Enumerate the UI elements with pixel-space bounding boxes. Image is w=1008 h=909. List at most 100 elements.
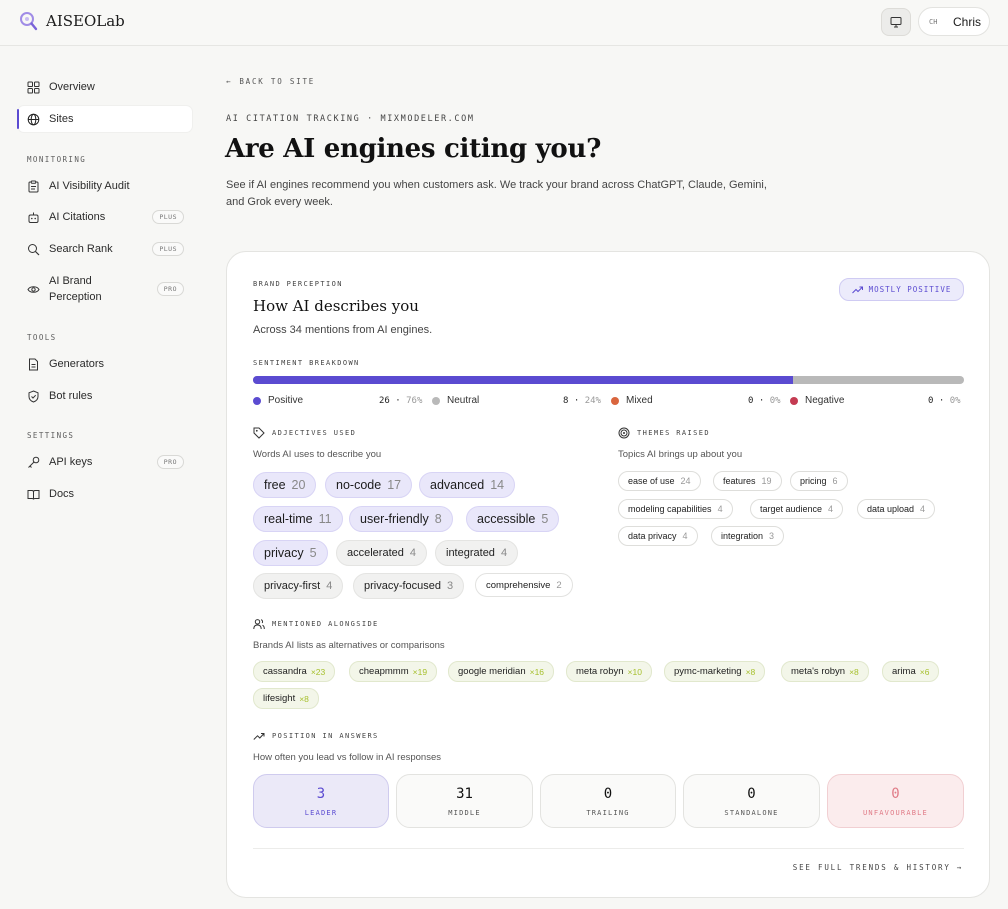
sentiment-heading: SENTIMENT BREAKDOWN	[253, 359, 360, 367]
monitor-icon	[890, 17, 902, 28]
sidebar-item-label: AI Brand Perception	[49, 275, 102, 303]
card-title: How AI describes you	[253, 297, 419, 315]
back-to-site-link[interactable]: ← BACK TO SITE	[226, 77, 315, 86]
clipboard-icon	[27, 180, 40, 193]
app-name: AISEOLab	[46, 12, 125, 30]
theme-chip: integration 3	[711, 526, 785, 546]
sidebar-item-ai-brand-perception[interactable]: AI Brand Perception PRO	[18, 271, 192, 307]
adjective-chip: accessible 5	[466, 506, 560, 532]
legend-dot	[790, 396, 798, 405]
legend-negative: Negative 0 · 0%	[790, 395, 964, 406]
legend-label: Neutral	[447, 395, 480, 406]
brand-chip: google meridian ×16	[448, 661, 555, 682]
user-name: Chris	[953, 14, 982, 29]
position-subtitle: How often you lead vs follow in AI respo…	[253, 752, 441, 763]
page-eyebrow: AI CITATION TRACKING · MIXMODELER.COM	[226, 114, 475, 124]
legend-neutral: Neutral 8 · 24%	[432, 395, 602, 406]
theme-chip: modeling capabilities 4	[618, 499, 733, 519]
sidebar-item-sites[interactable]: Sites	[17, 106, 192, 132]
theme-chip: ease of use 24	[618, 471, 701, 491]
position-unfavourable: 0 UNFAVOURABLE	[827, 774, 964, 828]
sidebar-item-ai-citations[interactable]: AI Citations PLUS	[18, 204, 192, 230]
position-trailing: 0 TRAILING	[540, 774, 676, 828]
brand-chip: lifesight ×8	[253, 688, 319, 709]
position-standalone: 0 STANDALONE	[683, 774, 820, 828]
adjective-chip: advanced 14	[419, 472, 516, 498]
see-trends-link[interactable]: SEE FULL TRENDS & HISTORY →	[793, 863, 963, 872]
tag-icon	[253, 427, 265, 439]
section-monitoring: MONITORING	[27, 155, 87, 164]
position-value: 3	[316, 785, 326, 802]
adjective-chip: privacy-focused 3	[353, 573, 465, 599]
position-heading: POSITION IN ANSWERS	[253, 730, 379, 742]
position-value: 0	[603, 785, 613, 802]
plan-badge: PLUS	[152, 210, 184, 224]
adjective-chip: privacy 5	[253, 540, 328, 566]
display-mode-button[interactable]	[881, 8, 911, 36]
globe-icon	[27, 113, 40, 126]
sidebar-item-label: Bot rules	[49, 390, 93, 402]
logo-icon	[20, 12, 38, 31]
app-logo[interactable]: AISEOLab	[18, 10, 125, 32]
alongside-subtitle: Brands AI lists as alternatives or compa…	[253, 640, 445, 651]
card-eyebrow: BRAND PERCEPTION	[253, 280, 343, 288]
adjective-chip: privacy-first 4	[253, 573, 344, 599]
brand-chip: cassandra ×23	[253, 661, 336, 682]
brand-chip: cheapmmm ×19	[349, 661, 438, 682]
sidebar-item-search-rank[interactable]: Search Rank PLUS	[18, 236, 192, 262]
position-value: 0	[891, 785, 900, 802]
sidebar-item-label: Generators	[49, 358, 105, 370]
position-value: 31	[456, 785, 473, 802]
page-title: Are AI engines citing you?	[225, 134, 602, 164]
target-icon	[618, 427, 630, 439]
sidebar-item-bot-rules[interactable]: Bot rules	[18, 383, 192, 409]
position-value: 0	[747, 785, 756, 802]
arrow-right-icon: →	[956, 863, 963, 872]
plan-badge: PRO	[156, 282, 184, 296]
themes-subtitle: Topics AI brings up about you	[618, 449, 743, 460]
theme-chip: target audience 4	[750, 499, 844, 519]
sidebar-item-ai-visibility-audit[interactable]: AI Visibility Audit	[18, 173, 192, 199]
plan-badge: PLUS	[152, 242, 184, 256]
legend-positive: Positive 26 · 76%	[253, 395, 423, 406]
bot-icon	[27, 211, 40, 224]
legend-label: Negative	[805, 395, 845, 406]
sidebar-item-label: AI Visibility Audit	[49, 180, 130, 192]
sidebar: Overview Sites MONITORING AI Visibility …	[0, 47, 205, 909]
sidebar-item-label: Sites	[49, 113, 74, 125]
themes-heading: THEMES RAISED	[618, 427, 710, 439]
back-label: BACK TO SITE	[239, 77, 316, 86]
sidebar-item-label: Docs	[49, 488, 75, 500]
sidebar-item-label: AI Citations	[49, 211, 106, 223]
adjectives-heading: ADJECTIVES USED	[253, 427, 356, 439]
search-icon	[27, 243, 40, 256]
legend-count: 0 · 0%	[928, 395, 961, 406]
document-icon	[27, 358, 40, 371]
sidebar-item-api-keys[interactable]: API keys PRO	[18, 449, 192, 475]
avatar: CH	[929, 17, 938, 26]
legend-dot	[253, 396, 261, 405]
legend-count: 8 · 24%	[563, 395, 601, 406]
plan-badge: PRO	[156, 455, 184, 469]
sidebar-item-overview[interactable]: Overview	[18, 74, 192, 100]
legend-dot	[611, 396, 619, 405]
user-menu[interactable]: CH Chris	[918, 7, 990, 36]
adjective-chip: user-friendly 8	[349, 506, 453, 532]
book-icon	[27, 488, 40, 501]
adjective-chip: no-code 17	[325, 472, 413, 498]
position-middle: 31 MIDDLE	[396, 774, 533, 828]
legend-mixed: Mixed 0 · 0%	[611, 395, 781, 406]
brand-chip: arima ×6	[882, 661, 940, 682]
trending-up-icon	[851, 286, 863, 293]
card-subtitle: Across 34 mentions from AI engines.	[253, 324, 433, 336]
position-label: UNFAVOURABLE	[863, 808, 928, 817]
theme-chip: features 19	[713, 471, 782, 491]
sidebar-item-generators[interactable]: Generators	[18, 351, 192, 377]
brand-chip: meta's robyn ×8	[781, 661, 869, 682]
adjective-chip: integrated 4	[435, 540, 519, 566]
legend-label: Mixed	[626, 395, 653, 406]
sentiment-bar-positive	[253, 376, 794, 384]
adjective-chip: comprehensive 2	[475, 573, 573, 597]
sidebar-item-docs[interactable]: Docs	[18, 481, 192, 507]
position-label: TRAILING	[586, 808, 630, 817]
